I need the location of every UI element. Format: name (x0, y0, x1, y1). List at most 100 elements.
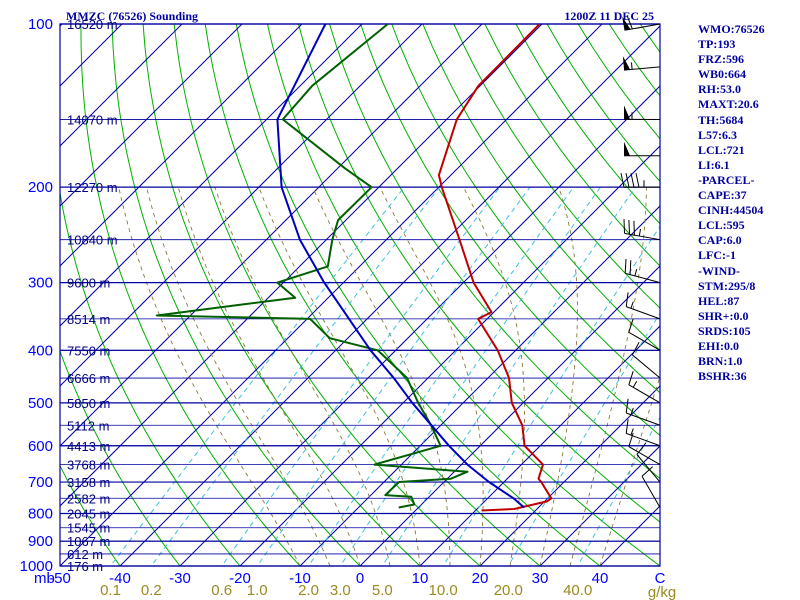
mixing-ratio-tick-label: 20.0 (494, 582, 523, 599)
pressure-tick-label: 300 (28, 275, 53, 292)
chart-title: MMZC (76526) Sounding (66, 9, 198, 23)
height-label: 3768 m (67, 458, 110, 473)
wind-barb-pennant (624, 105, 630, 120)
wind-barb-half-feather (630, 428, 634, 436)
wind-barb-half-feather (632, 381, 638, 388)
dry-adiabat (235, 24, 601, 566)
sounding-index: SHR+:0.0 (698, 308, 749, 323)
isotherm (359, 265, 660, 566)
wind-barb (625, 419, 661, 447)
height-label: 3158 m (67, 475, 110, 490)
wind-barb (636, 442, 661, 483)
height-label: 1545 m (67, 521, 110, 536)
temperature-tick-label: 0 (356, 570, 364, 587)
dry-adiabat (775, 0, 800, 577)
wind-barb (625, 292, 661, 320)
sounding-index: CAPE:37 (698, 188, 747, 203)
wind-barb-shaft (625, 272, 661, 284)
mixing-ratio-tick-label: 2.0 (298, 582, 319, 599)
temperature-tick-label: 20 (472, 570, 489, 587)
wind-barb-feather (636, 442, 647, 455)
wind-barb-shaft (628, 446, 661, 466)
mixing-ratio-tick-label: 0.6 (211, 582, 232, 599)
height-label: 16520 m (67, 17, 118, 32)
wind-barb-feather (628, 219, 630, 235)
isotherm (119, 25, 660, 566)
wind-barb-feather (624, 258, 627, 274)
axis-labels: 0.1 0.2 0.6 1.0 2.0 3.0 5.0 10.0 20.0 40.0 g/kg100… (20, 16, 677, 600)
pressure-tick-label: 100 (28, 16, 53, 33)
wind-barb-feather (641, 466, 653, 477)
dry-adiabat (60, 464, 121, 566)
moist-adiabat (118, 187, 301, 566)
moist-adiabat (599, 375, 660, 566)
sounding-index: LCL:595 (698, 218, 745, 233)
sounding-index: STM:295/8 (698, 278, 756, 293)
pressure-tick-label: 600 (28, 438, 53, 455)
mixing-ratio-line (577, 416, 660, 566)
isotherm (0, 0, 55, 588)
wind-barb-shaft (628, 331, 661, 351)
dry-adiabat (60, 349, 181, 566)
mixing-ratio-tick-label: 3.0 (330, 582, 351, 599)
mixing-ratio-unit: g/kg (648, 584, 676, 600)
temperature-trace (437, 24, 553, 512)
wind-barb (623, 141, 661, 157)
dry-adiabat (111, 24, 361, 566)
wind-barb-half-feather (631, 62, 633, 70)
wind-barb-feather (629, 260, 632, 275)
wind-barb-shaft (624, 66, 661, 71)
temperature-tick-label: -30 (169, 570, 191, 587)
wind-barb-feather (625, 173, 630, 188)
wind-barb-half-feather (630, 301, 634, 309)
sounding-index: L57:6.3 (698, 127, 737, 142)
height-label: 14070 m (67, 112, 118, 127)
dewpoint-trace (155, 24, 469, 509)
isotherm (479, 385, 660, 566)
pressure-tick-label: 400 (28, 342, 53, 359)
wind-barb (628, 432, 661, 466)
wind-barb-shaft (626, 412, 661, 426)
isotherm (599, 505, 660, 566)
sounding-index: WMO:76526 (698, 22, 765, 36)
dry-adiabat (0, 0, 7, 577)
wind-barb-feather (625, 398, 629, 414)
height-label: 176 m (67, 559, 103, 574)
sounding-index: HEL:87 (698, 293, 740, 308)
wind-barb-shaft (628, 384, 661, 404)
height-label: 5850 m (67, 396, 110, 411)
mixing-ratio-tick-label: 0.2 (141, 582, 162, 599)
temperature-tick-label: -10 (289, 570, 311, 587)
height-label: 9600 m (67, 276, 110, 291)
height-label: 6666 m (67, 371, 110, 386)
isotherm (60, 24, 483, 447)
wind-barb (620, 173, 661, 188)
mixing-ratio-line (442, 225, 660, 566)
sounding-index: BRN:1.0 (698, 354, 743, 369)
isotherm (539, 445, 660, 566)
height-label: 5112 m (67, 418, 109, 433)
isotherm (60, 24, 303, 267)
temperature-tick-label: 40 (592, 570, 609, 587)
wind-barb-feather (631, 341, 640, 356)
height-label: 2045 m (67, 507, 110, 522)
mixing-ratio-tick-label: 1.0 (247, 582, 268, 599)
wind-barb (641, 466, 661, 508)
height-label: 10840 m (67, 233, 118, 248)
sounding-index: LFC:-1 (698, 248, 736, 263)
wind-barb (623, 105, 661, 120)
isotherm (60, 24, 423, 387)
sounding-index: BSHR:36 (698, 369, 747, 384)
wind-barb-half-feather (630, 407, 634, 415)
wind-barb (623, 219, 661, 241)
parcel-trace (276, 24, 525, 509)
mixing-ratio-tick-label: 40.0 (563, 582, 592, 599)
isotherm (60, 24, 183, 147)
wind-barb-half-feather (638, 229, 641, 237)
wind-barb (628, 371, 661, 404)
wind-barb-feather (626, 15, 633, 30)
pressure-tick-label: 500 (28, 395, 53, 412)
pressure-tick-label: 200 (28, 179, 53, 196)
